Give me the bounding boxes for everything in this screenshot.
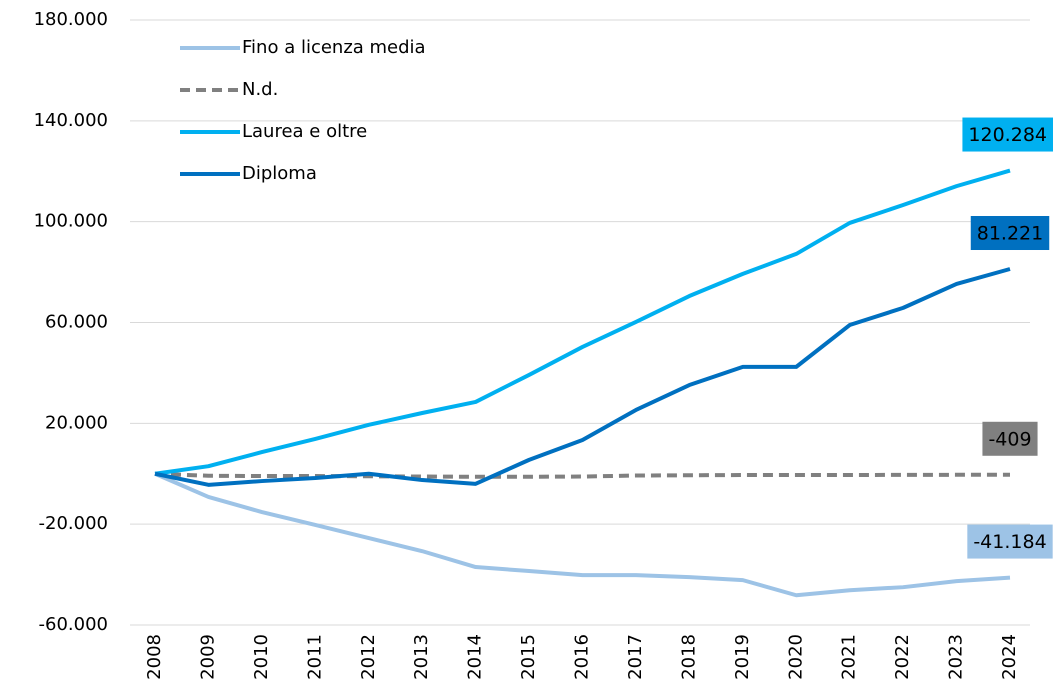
legend-label: Diploma [242,163,317,184]
y-tick-label: -60.000 [39,614,108,635]
data-label-box [970,216,1050,251]
x-tick-label: 2024 [999,634,1020,680]
x-tick-label: 2010 [251,634,272,680]
series-line [154,267,1011,487]
x-tick-label: 2022 [892,634,913,680]
x-tick-label: 2020 [785,634,806,680]
y-tick-label: 20.000 [45,412,108,433]
data-label-text: -41.184 [973,531,1046,553]
data-label-box [982,421,1038,456]
series-line [154,168,1011,476]
x-tick-label: 2018 [678,634,699,680]
data-label: 81.221 [970,216,1050,251]
x-tick-label: 2015 [518,634,539,680]
x-tick-label: 2016 [572,634,593,680]
legend-label: Fino a licenza media [242,37,426,58]
legend-label: N.d. [242,79,278,100]
legend-label: Laurea e oltre [242,121,367,142]
y-tick-label: 60.000 [45,312,108,333]
y-tick-label: 140.000 [34,110,108,131]
x-tick-label: 2009 [197,634,218,680]
x-tick-label: 2017 [625,634,646,680]
x-tick-label: 2013 [411,634,432,680]
x-tick-label: 2008 [144,634,165,680]
y-tick-label: -20.000 [39,513,108,534]
y-tick-label: 100.000 [34,211,108,232]
data-label-text: -409 [988,428,1031,450]
data-label: -41.184 [967,524,1053,559]
data-label-box [967,524,1053,559]
x-tick-label: 2023 [946,634,967,680]
data-label: 120.284 [962,117,1053,152]
x-tick-label: 2019 [732,634,753,680]
x-tick-label: 2011 [304,634,325,680]
data-label: -409 [982,421,1038,456]
data-label-text: 120.284 [968,124,1047,146]
x-tick-label: 2014 [465,634,486,680]
data-label-text: 81.221 [977,223,1043,245]
data-label-box [962,117,1053,152]
series-line [154,471,1011,479]
y-tick-label: 180.000 [34,9,108,30]
x-tick-label: 2012 [358,634,379,680]
x-tick-label: 2021 [839,634,860,680]
series-line [154,471,1011,598]
